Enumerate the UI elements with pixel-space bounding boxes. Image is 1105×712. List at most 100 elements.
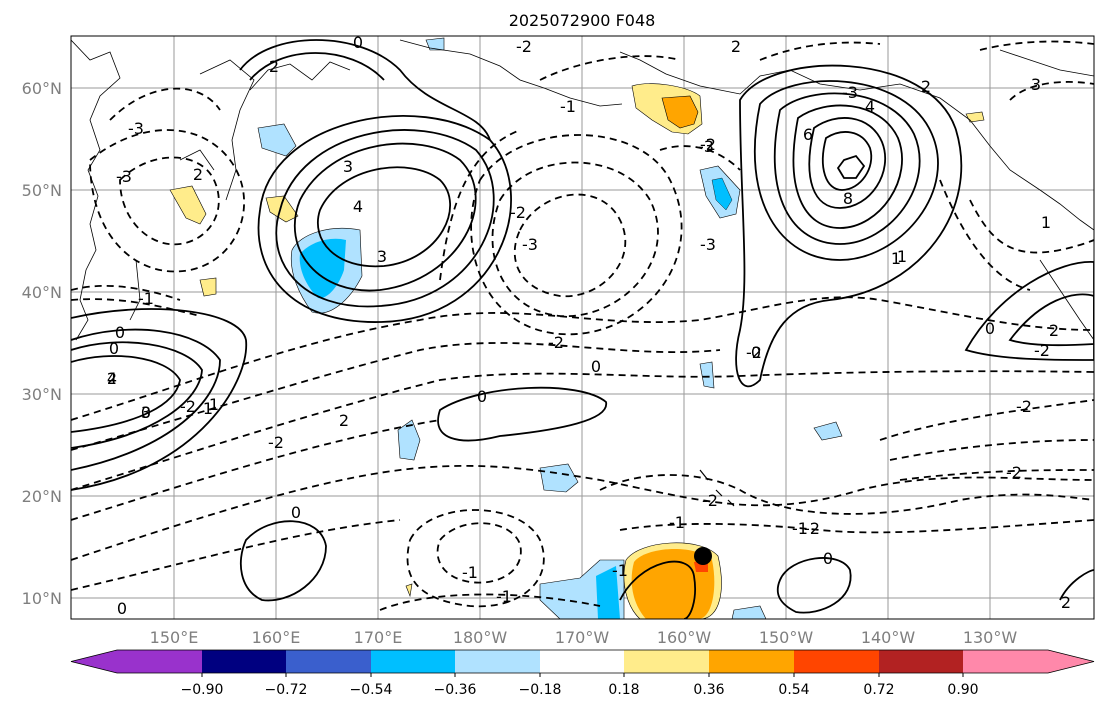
shade-positive-japan <box>199 277 217 297</box>
shade-negative-kamchatka <box>257 123 297 157</box>
contour-label: 2 <box>339 411 349 430</box>
contour-high-east <box>735 64 963 388</box>
shade-negative-se <box>731 605 767 619</box>
contour-high-west <box>257 115 512 323</box>
contour-label: -3 <box>842 83 858 102</box>
contour-label: 0 <box>291 503 301 522</box>
contour-label: -1 <box>612 561 628 580</box>
contour-small-high <box>1059 569 1094 601</box>
figure-title: 2025072900 F048 <box>509 11 656 30</box>
contour-label: 0 <box>591 357 601 376</box>
colorbar-tick-label: −0.18 <box>519 682 562 698</box>
contour-label: -1 <box>462 563 478 582</box>
map-panel: 02-2-3-1-23-32-3-2-1-22-343-324-3 368-2-1… <box>22 33 1095 647</box>
contour-label: 0 <box>823 549 833 568</box>
contour-label: 0 <box>477 387 487 406</box>
shade-negative-hawaii-west-core <box>596 566 620 619</box>
contour-label: -2 <box>510 203 526 222</box>
colorbar-bin <box>371 650 455 673</box>
lat-tick-label: 10°N <box>22 589 62 608</box>
contour-label: -2 <box>548 333 564 352</box>
colorbar-tick-label: −0.72 <box>265 682 308 698</box>
shade-positive-okhotsk <box>169 185 207 225</box>
contour-label: -1 <box>792 519 808 538</box>
colorbar-tick-label: 0.36 <box>693 682 724 698</box>
contour-small-high <box>437 386 607 442</box>
colorbar-bin <box>709 650 794 673</box>
shade-negative-gulf-core <box>711 177 733 211</box>
contour-label: 2 <box>921 77 931 96</box>
contour-label: -1 <box>669 513 685 532</box>
latitude-labels: 60°N 50°N 40°N 30°N 20°N 10°N <box>22 79 62 608</box>
colorbar-bin <box>202 650 286 673</box>
shade-positive-small <box>405 583 413 598</box>
contour-high-east <box>792 104 903 229</box>
contour-label: 2 <box>1049 321 1059 340</box>
storm-center-marker <box>694 547 712 565</box>
colorbar-bin <box>455 650 540 673</box>
contour-label: -2 <box>268 433 284 452</box>
colorbar-tick-label: 0.18 <box>608 682 639 698</box>
contour-labels: 02-2-3-1-23-32-3-2-1-22-343-324-3 368-2-1… <box>107 33 1071 618</box>
contour-high-east <box>773 92 921 245</box>
contour-typhoon <box>619 560 696 619</box>
lat-tick-label: 60°N <box>22 79 62 98</box>
colorbar-tick-label: −0.54 <box>350 682 393 698</box>
lon-tick-label: 140°W <box>861 628 916 647</box>
contour-label: 1 <box>891 249 901 268</box>
contour-high-west <box>239 39 491 141</box>
contour-label: -2 <box>1034 341 1050 360</box>
contour-label: -2 <box>180 397 196 416</box>
contour-label: -3 <box>116 167 132 186</box>
colorbar: −0.90 −0.72 −0.54 −0.36 −0.18 0.18 0.36 0.54 0.7… <box>70 649 1095 698</box>
lat-tick-label: 50°N <box>22 181 62 200</box>
map-frame <box>70 35 1095 620</box>
contour-label: 2 <box>731 37 741 56</box>
contour-high-east <box>808 117 887 209</box>
contour-sw-high <box>71 328 221 471</box>
lon-tick-label: 170°W <box>555 628 610 647</box>
contour-high-west <box>294 142 477 292</box>
contour-label: 8 <box>843 189 853 208</box>
contour-small-high <box>1008 293 1094 347</box>
colorbar-tick-label: 0.54 <box>778 682 809 698</box>
shade-negative-south <box>539 463 579 493</box>
contour-label: -2 <box>516 37 532 56</box>
contour-label: -2 <box>1006 463 1022 482</box>
contour-high-east <box>753 80 939 261</box>
contour-label: -1 <box>496 587 512 606</box>
contour-label: 4 <box>107 369 117 388</box>
contour-label: 3 <box>343 157 353 176</box>
lat-tick-label: 40°N <box>22 283 62 302</box>
contour-label: 4 <box>865 97 875 116</box>
lon-tick-label: 160°W <box>657 628 712 647</box>
colorbar-bin <box>794 650 879 673</box>
contour-sw-high <box>71 355 181 433</box>
colorbar-tick-label: 0.90 <box>947 682 978 698</box>
contour-label: 1 <box>897 247 907 266</box>
contour-label: 2 <box>269 57 279 76</box>
contour-label: -3 <box>128 119 144 138</box>
contour-label: -2 <box>700 135 716 154</box>
contour-small-high <box>239 520 327 602</box>
contour-label: 0 <box>751 343 761 362</box>
shade-positive-alaska-core <box>661 95 699 129</box>
lat-tick-label: 20°N <box>22 487 62 506</box>
contour-label: 2 <box>193 165 203 184</box>
contour-label: -2 <box>1016 397 1032 416</box>
contour-label: 1 <box>203 399 213 418</box>
contour-label: 3 <box>1031 75 1041 94</box>
colorbar-tick-label: −0.90 <box>181 682 224 698</box>
lon-tick-label: 180°W <box>453 628 508 647</box>
shade-negative-east <box>813 421 843 441</box>
contour-label: -2 <box>804 519 820 538</box>
contour-label: 3 <box>141 403 151 422</box>
contour-lines-dashed <box>71 40 1094 611</box>
contour-high-west <box>317 166 451 268</box>
colorbar-tick-label: 0.72 <box>863 682 894 698</box>
contour-label: -2 <box>702 491 718 510</box>
lat-tick-label: 30°N <box>22 385 62 404</box>
lon-tick-label: 160°E <box>252 628 301 647</box>
contour-label: 6 <box>803 125 813 144</box>
